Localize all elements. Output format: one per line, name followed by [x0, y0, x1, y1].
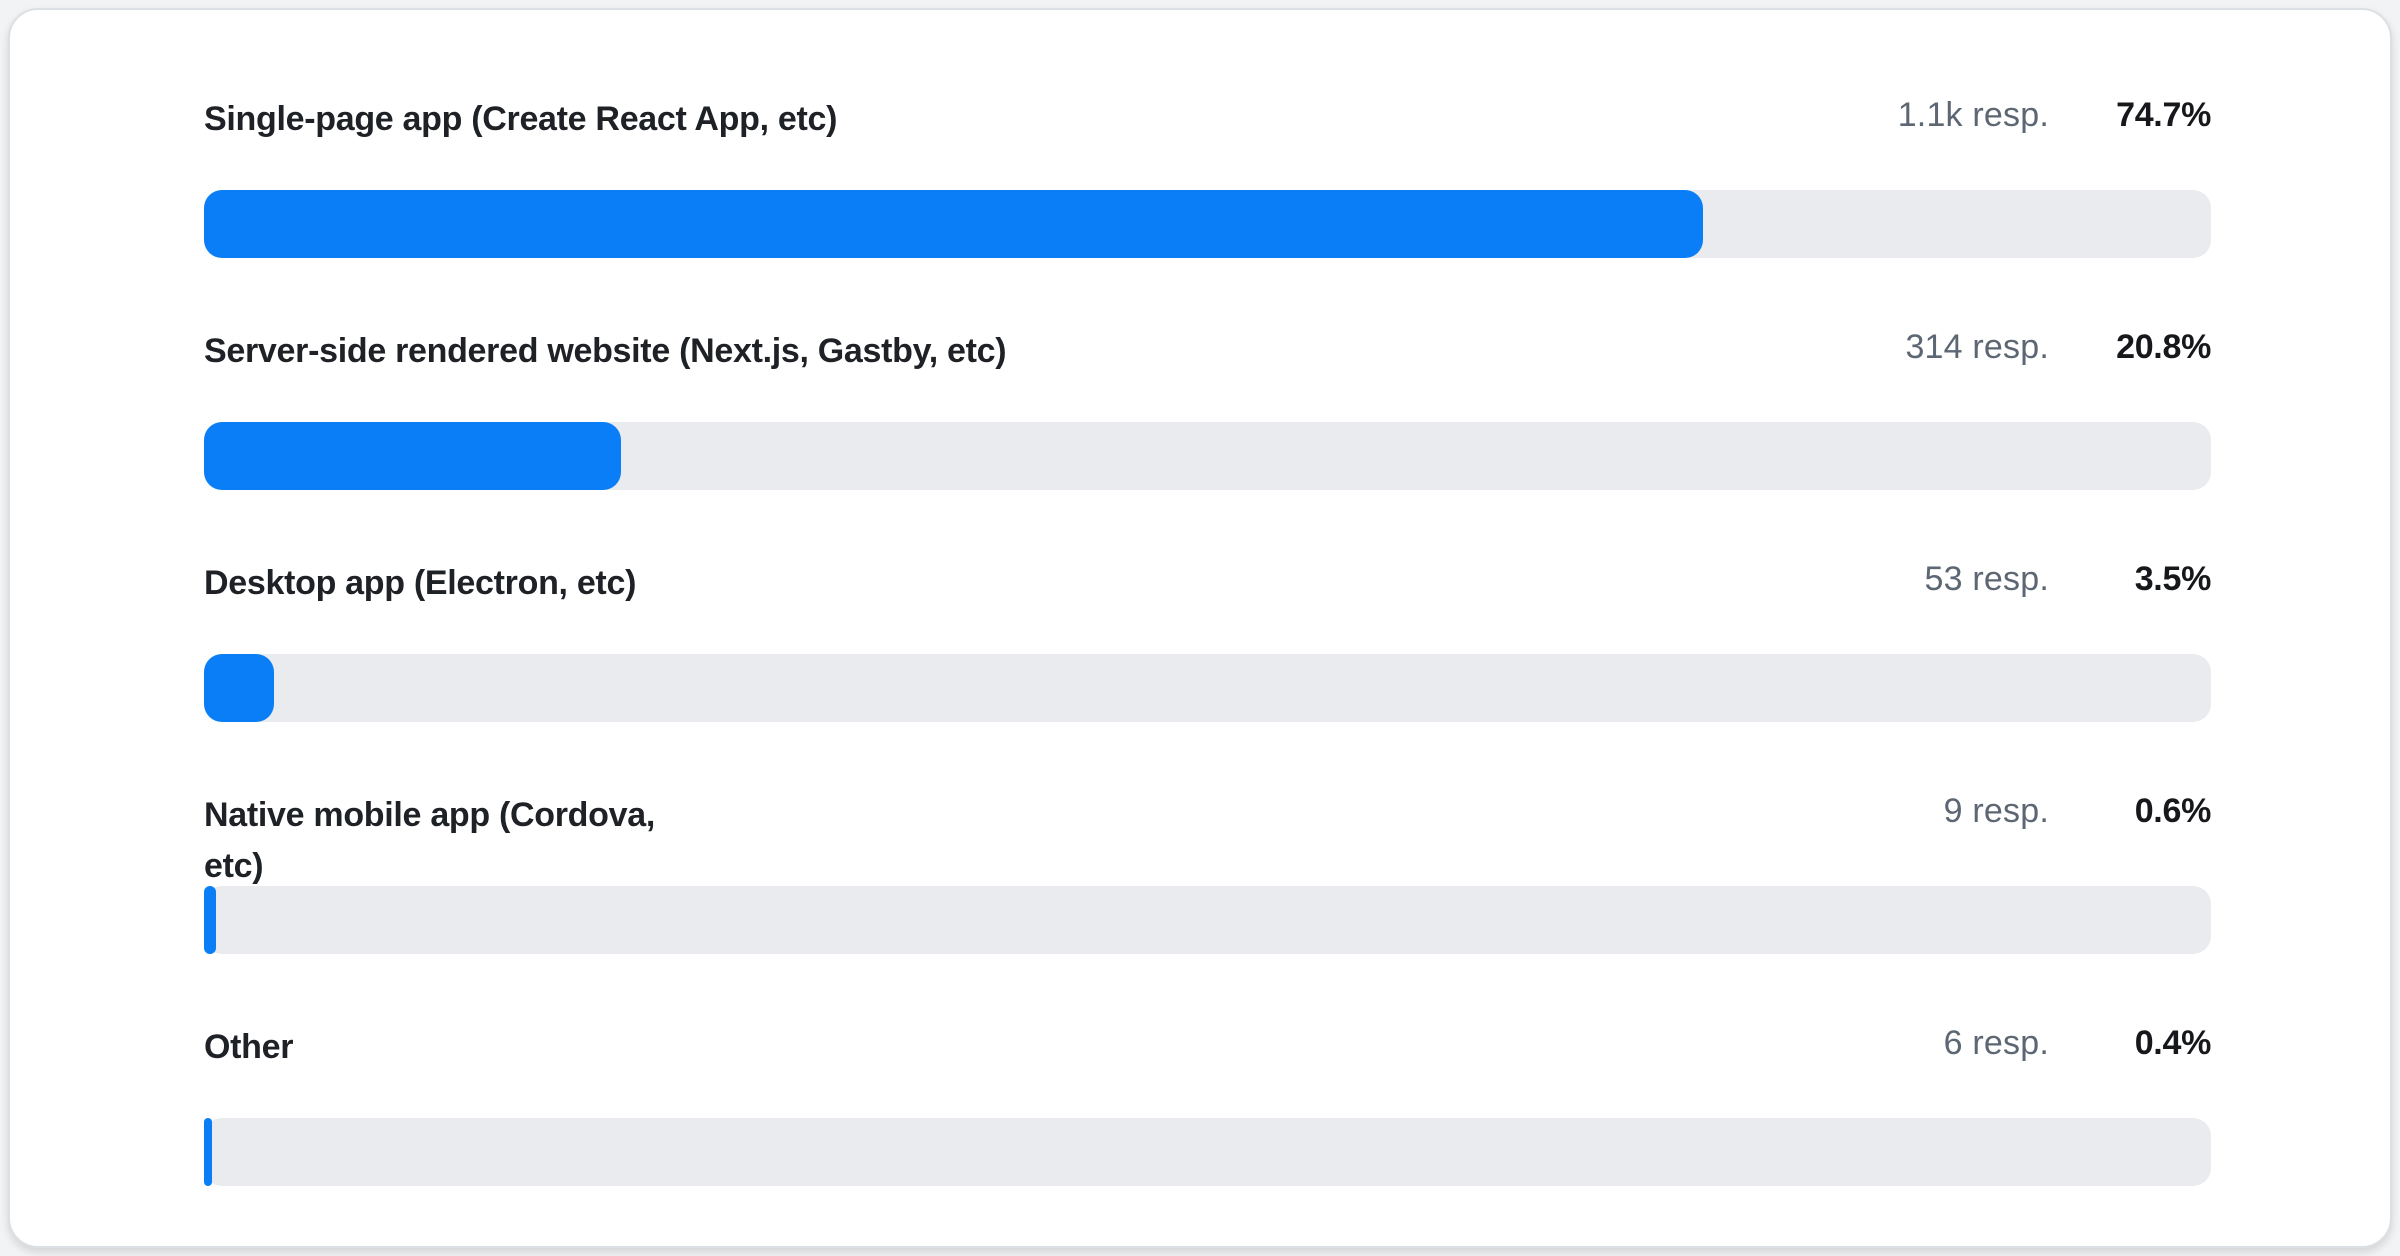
percent-value: 3.5%: [2134, 560, 2212, 598]
percent-value: 0.4%: [2134, 1024, 2212, 1062]
bar-fill: [204, 422, 622, 490]
bar-track: [204, 422, 2211, 490]
response-count: 53 resp.: [1924, 560, 2049, 598]
response-count: 6 resp.: [1943, 1024, 2049, 1062]
option-label: Other: [204, 1028, 294, 1066]
bar-fill: [204, 886, 217, 954]
response-count: 1.1k resp.: [1897, 96, 2049, 134]
poll-option-row: Native mobile app (Cordova, etc) 9 resp.…: [204, 790, 2211, 954]
bar-track: [204, 886, 2211, 954]
bar-fill: [204, 190, 1704, 258]
percent-value: 74.7%: [2116, 96, 2211, 134]
poll-option-row: Single-page app (Create React App, etc) …: [204, 94, 2211, 258]
option-label: Desktop app (Electron, etc): [204, 564, 637, 602]
row-meta: 1.1k resp. 74.7%: [1897, 94, 2212, 135]
bar-fill: [204, 1118, 213, 1186]
bar-track: [204, 190, 2211, 258]
option-label: Native mobile app (Cordova, etc): [204, 796, 655, 885]
row-header: Single-page app (Create React App, etc) …: [204, 94, 2211, 154]
response-count: 314 resp.: [1905, 328, 2049, 366]
bar-fill: [204, 654, 275, 722]
bar-track: [204, 654, 2211, 722]
percent-value: 0.6%: [2134, 792, 2212, 830]
row-header: Native mobile app (Cordova, etc) 9 resp.…: [204, 790, 2212, 885]
response-count: 9 resp.: [1943, 792, 2049, 830]
poll-option-row: Desktop app (Electron, etc) 53 resp. 3.5…: [204, 558, 2211, 722]
row-header: Server-side rendered website (Next.js, G…: [204, 326, 2211, 386]
row-meta: 6 resp. 0.4%: [1943, 1022, 2212, 1063]
row-meta: 9 resp. 0.6%: [1943, 790, 2212, 831]
row-meta: 53 resp. 3.5%: [1924, 558, 2212, 599]
poll-option-row: Other 6 resp. 0.4%: [204, 1022, 2211, 1186]
percent-value: 20.8%: [2116, 328, 2211, 366]
poll-option-row: Server-side rendered website (Next.js, G…: [204, 326, 2211, 490]
poll-results-card: Single-page app (Create React App, etc) …: [8, 8, 2392, 1248]
bar-track: [204, 1118, 2211, 1186]
row-meta: 314 resp. 20.8%: [1905, 326, 2211, 367]
row-header: Other 6 resp. 0.4%: [204, 1022, 2211, 1082]
option-label: Single-page app (Create React App, etc): [204, 100, 838, 138]
row-header: Desktop app (Electron, etc) 53 resp. 3.5…: [204, 558, 2211, 618]
option-label: Server-side rendered website (Next.js, G…: [204, 332, 1007, 370]
